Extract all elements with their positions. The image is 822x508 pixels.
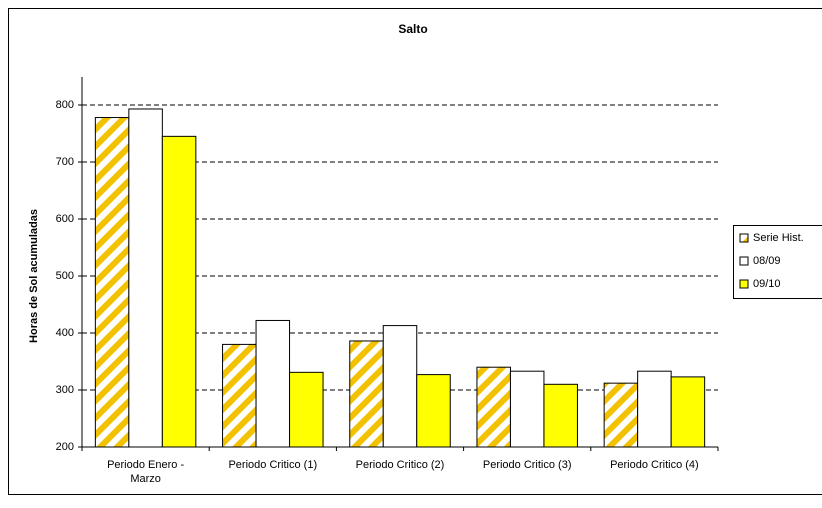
legend-swatch — [739, 279, 749, 289]
bar — [416, 374, 451, 448]
legend-label: 08/09 — [753, 255, 781, 267]
y-tick-label: 500 — [56, 270, 74, 282]
x-tick-label: Periodo Enero - Marzo — [107, 459, 185, 485]
bar — [543, 383, 578, 448]
legend-label: 09/10 — [753, 278, 781, 290]
bar — [670, 376, 706, 448]
bar — [382, 325, 418, 448]
bar — [603, 382, 639, 448]
x-tick-label: Periodo Critico (3) — [482, 459, 572, 471]
y-tick-label: 200 — [56, 441, 74, 453]
bar — [161, 135, 197, 448]
y-axis-label: Horas de Sol acumuladas — [28, 209, 40, 343]
bar — [509, 370, 545, 448]
bar — [94, 117, 130, 448]
bar — [289, 371, 324, 448]
bar — [476, 366, 511, 448]
x-tick-label: Periodo Critico (4) — [610, 459, 699, 471]
bar — [255, 319, 291, 448]
y-tick-label: 300 — [56, 384, 74, 396]
y-tick-label: 700 — [56, 156, 74, 168]
legend-swatch — [739, 233, 749, 243]
x-tick-label: Periodo Critico (2) — [355, 459, 445, 471]
y-tick-label: 600 — [56, 213, 74, 225]
bar — [349, 340, 384, 448]
bar — [222, 343, 257, 448]
bar — [637, 370, 672, 448]
x-tick-label: Periodo Critico (1) — [228, 459, 318, 471]
legend-label: Serie Hist. — [753, 232, 804, 244]
legend-swatch — [739, 256, 749, 266]
y-tick-label: 400 — [56, 327, 74, 339]
chart-title: Salto — [398, 22, 427, 36]
y-tick-label: 800 — [56, 99, 74, 111]
bar — [128, 108, 163, 448]
